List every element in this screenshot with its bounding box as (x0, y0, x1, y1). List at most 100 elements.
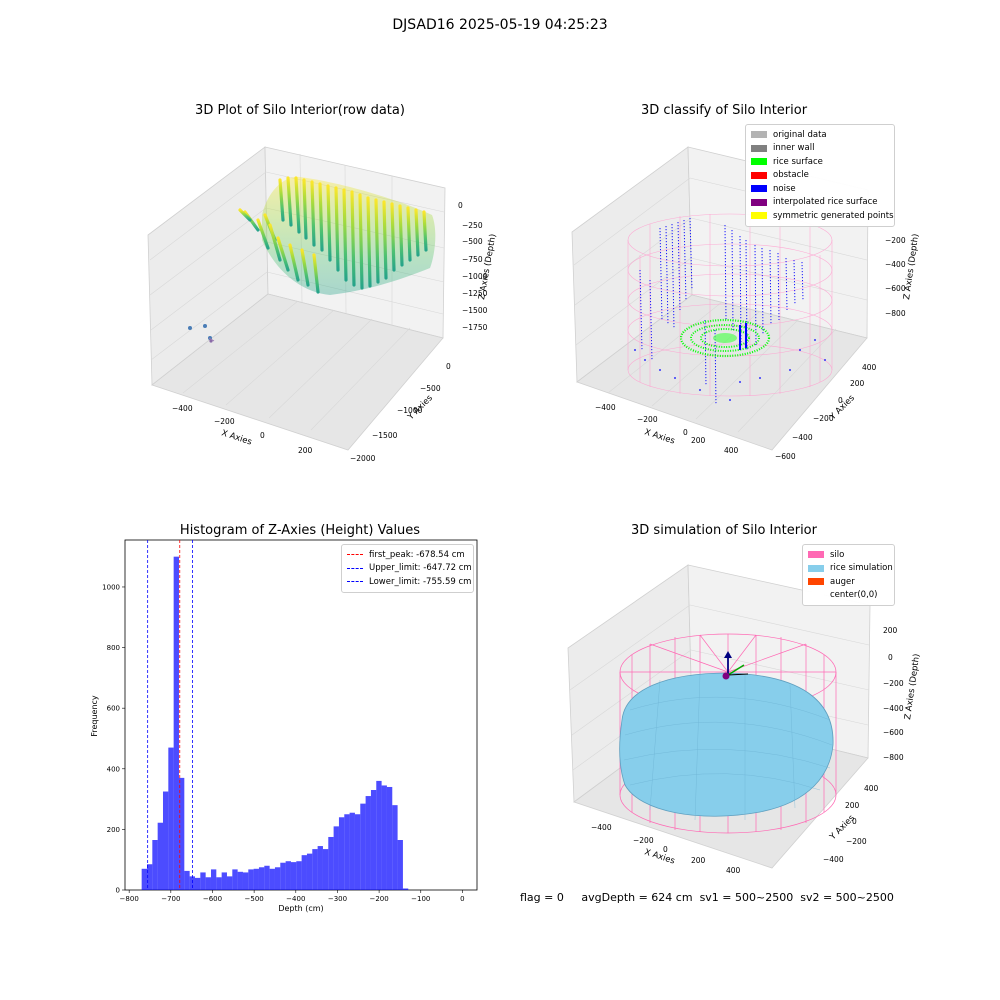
simulation-z-ticks: 200 0 −200 −400 −600 −800 (883, 626, 904, 762)
histogram-bar (360, 803, 366, 890)
classify-x-ticks: −400 −200 0 200 400 (595, 403, 739, 455)
simulation-y-tick: 0 (852, 817, 857, 826)
histogram-x-tick-label: −500 (245, 895, 264, 903)
classify-x-tick: 0 (683, 428, 688, 437)
legend-item-auger: auger (808, 575, 889, 589)
legend-label: center(0,0) (830, 590, 878, 601)
simulation-y-tick: −400 (823, 855, 844, 864)
histogram-title: Histogram of Z-Axies (Height) Values (179, 523, 421, 538)
simulation-y-tick: 200 (845, 801, 860, 810)
histogram-x-tick-label: −800 (120, 895, 139, 903)
simulation-z-tick: −400 (883, 704, 904, 713)
simulation-x-tick: −200 (633, 836, 654, 845)
histogram-bar (205, 877, 211, 890)
raw-y-tick: −2000 (350, 454, 376, 463)
classify-x-tick: −400 (595, 403, 616, 412)
legend-label: rice surface (773, 156, 823, 167)
raw-3d-plot: 0 −250 −500 −750 −1000 −1250 −1500 −1750… (147, 146, 499, 463)
simulation-z-tick: 200 (883, 626, 898, 635)
histogram-bar (237, 871, 243, 890)
histogram-bar (232, 869, 238, 890)
simulation-x-tick: 200 (691, 856, 706, 865)
legend-swatch (751, 131, 767, 139)
avg-depth-text: avgDepth = 624 cm (581, 891, 693, 904)
histogram-bar (168, 747, 174, 890)
simulation-z-tick: −800 (883, 753, 904, 762)
raw-y-tick: 0 (446, 362, 451, 371)
histogram-y-tick-label: 800 (107, 644, 120, 652)
flag-text: flag = 0 (520, 891, 564, 904)
raw-z-tick: −1000 (462, 272, 488, 281)
classify-x-tick: 200 (691, 436, 706, 445)
histogram-y-tick-label: 600 (107, 705, 120, 713)
histogram-bar (322, 849, 329, 890)
raw-y-tick: −500 (420, 384, 441, 393)
histogram-bar (376, 780, 382, 890)
histogram-bar (194, 877, 201, 890)
histogram-y-tick-label: 0 (116, 887, 120, 895)
legend-item-symmetric-generated-points: symmetric generated points (751, 209, 894, 223)
histogram-bar (280, 862, 286, 890)
simulation-plot-title: 3D simulation of Silo Interior (631, 523, 817, 538)
raw-z-tick: −1250 (462, 289, 488, 298)
histogram-bar (312, 849, 318, 890)
classify-z-ticks: 0 −200 −400 −600 −800 (885, 211, 906, 318)
histogram-bar (338, 817, 345, 890)
histogram-bar (264, 865, 270, 890)
raw-z-tick: −1750 (462, 323, 488, 332)
simulation-z-tick: −600 (883, 728, 904, 737)
histogram-bar (173, 556, 179, 890)
histogram-bar (152, 840, 158, 890)
legend-swatch (751, 212, 767, 220)
raw-z-tick: −250 (462, 221, 483, 230)
raw-x-tick: 200 (298, 446, 313, 455)
legend-label: silo (830, 549, 845, 560)
histogram-bar (328, 836, 334, 890)
classify-z-tick: −600 (885, 284, 906, 293)
histogram-bar (184, 870, 190, 890)
histogram-bar (306, 853, 313, 890)
histogram-x-tick-label: −100 (411, 895, 430, 903)
histogram-x-label: Depth (cm) (278, 904, 323, 913)
histogram-bar (226, 876, 233, 890)
legend-line (347, 581, 363, 583)
legend-swatch (751, 185, 767, 193)
histogram-x-ticks: −800 −700 −600 −500 −400 −300 −200 −100 0 (120, 890, 465, 903)
simulation-x-tick: −400 (591, 823, 612, 832)
histogram-bar (317, 846, 323, 890)
classify-y-tick: −200 (813, 414, 834, 423)
classify-y-tick: 200 (850, 379, 865, 388)
legend-swatch (808, 551, 824, 559)
legend-item-upper-limit: Upper_limit: -647.72 cm (347, 562, 472, 576)
simulation-z-tick: −200 (883, 679, 904, 688)
histogram-bar (381, 785, 387, 890)
histogram-bar (200, 872, 206, 890)
histogram-x-tick-label: −600 (203, 895, 222, 903)
histogram-bar (349, 812, 355, 890)
classify-x-label: X Axies (643, 427, 676, 446)
histogram-bar (189, 876, 195, 890)
simulation-y-ticks: −400 −200 0 200 400 (823, 784, 879, 864)
histogram-y-tick-label: 400 (107, 765, 120, 773)
histogram-y-tick-label: 200 (107, 826, 120, 834)
legend-label: auger (830, 576, 855, 587)
histogram-bar (392, 805, 398, 890)
legend-swatch (751, 198, 767, 206)
classify-z-tick: −800 (885, 309, 906, 318)
histogram-bar (221, 872, 227, 890)
raw-z-tick: 0 (458, 201, 463, 210)
histogram-bar (258, 867, 265, 890)
simulation-3d-plot: 200 0 −200 −400 −600 −800 Z Axies (Depth… (567, 564, 922, 875)
simulation-z-label: Z Axies (Depth) (903, 653, 922, 720)
legend-label: original data (773, 129, 827, 140)
histogram-bar (301, 855, 307, 890)
sv2-text: sv2 = 500~2500 (800, 891, 894, 904)
classify-y-tick: −600 (775, 452, 796, 461)
histogram-y-label: Frequency (90, 695, 99, 737)
histogram-bar (386, 786, 393, 890)
histogram-chart: −800 −700 −600 −500 −400 −300 −200 −100 0 0 200 40… (90, 539, 478, 913)
simulation-legend: silo rice simulation auger center(0,0) (802, 544, 895, 606)
classify-y-tick: 0 (838, 396, 843, 405)
histogram-bar (274, 867, 281, 890)
histogram-bar (253, 868, 259, 890)
